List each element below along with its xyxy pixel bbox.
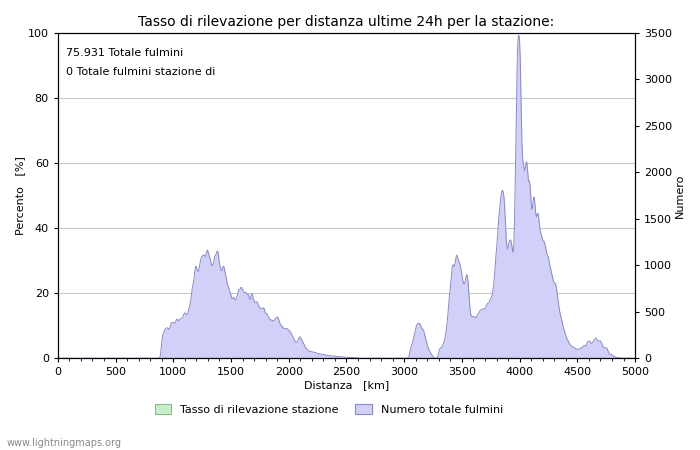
- Legend: Tasso di rilevazione stazione, Numero totale fulmini: Tasso di rilevazione stazione, Numero to…: [150, 400, 508, 420]
- Text: 0 Totale fulmini stazione di: 0 Totale fulmini stazione di: [66, 67, 216, 77]
- Text: www.lightningmaps.org: www.lightningmaps.org: [7, 438, 122, 448]
- X-axis label: Distanza   [km]: Distanza [km]: [304, 380, 389, 390]
- Y-axis label: Numero: Numero: [675, 173, 685, 218]
- Text: 75.931 Totale fulmini: 75.931 Totale fulmini: [66, 48, 183, 58]
- Y-axis label: Percento   [%]: Percento [%]: [15, 156, 25, 235]
- Title: Tasso di rilevazione per distanza ultime 24h per la stazione:: Tasso di rilevazione per distanza ultime…: [139, 15, 554, 29]
